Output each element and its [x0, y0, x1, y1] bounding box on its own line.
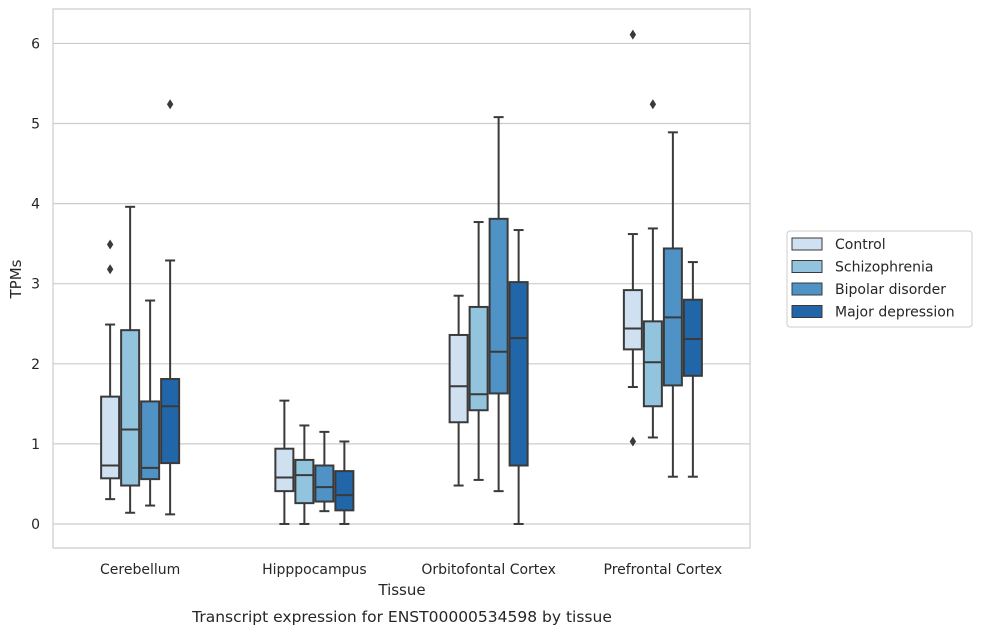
box-control: [100, 239, 121, 501]
box-control: [274, 399, 295, 525]
y-tick-label: 6: [31, 36, 40, 52]
legend-swatch: [791, 282, 823, 296]
box-bipolar-disorder: [140, 299, 161, 507]
legend-label: Control: [835, 237, 886, 253]
y-axis-title: TPMs: [7, 259, 25, 299]
outlier-point: [166, 99, 174, 110]
x-tick-label: Orbitofontal Cortex: [421, 562, 556, 578]
box-schizophrenia: [294, 424, 315, 525]
legend-swatch: [791, 260, 823, 273]
outlier-point: [106, 264, 114, 275]
box-iqr: [622, 289, 643, 351]
box-iqr: [294, 458, 315, 505]
y-axis-ticks: 0 1 2 3 4 5 6: [31, 36, 40, 533]
legend-swatch: [791, 305, 823, 318]
x-tick-label: Cerebellum: [100, 562, 180, 578]
y-tick-label: 2: [31, 357, 40, 373]
box-iqr: [120, 329, 141, 487]
box-schizophrenia: [642, 99, 663, 439]
x-axis-title: Tissue: [377, 581, 425, 599]
legend-label: Bipolar disorder: [835, 282, 946, 298]
legend-frame: [786, 230, 973, 328]
outlier-point: [106, 239, 114, 250]
y-tick-label: 3: [31, 277, 40, 293]
plot-area: [52, 8, 751, 549]
box-major-depression: [682, 261, 703, 478]
y-tick-label: 5: [31, 117, 40, 133]
legend-label: Major depression: [835, 305, 955, 321]
outlier-point: [629, 436, 637, 447]
x-tick-label: Hipppocampus: [262, 562, 367, 578]
box-schizophrenia: [468, 221, 489, 481]
box-control: [448, 294, 469, 487]
x-axis-ticks: Cerebellum Hipppocampus Orbitofontal Corte…: [100, 562, 722, 578]
box-schizophrenia: [120, 205, 141, 514]
box-iqr: [274, 447, 295, 493]
legend-swatch: [791, 237, 823, 251]
legend-label: Schizophrenia: [835, 260, 933, 276]
box-iqr: [448, 333, 469, 424]
box-bipolar-disorder: [488, 116, 509, 493]
box-iqr: [314, 464, 335, 503]
box-bipolar-disorder: [662, 131, 683, 478]
chart-caption: Transcript expression for ENST0000053459…: [191, 608, 612, 626]
outlier-point: [649, 99, 657, 110]
y-tick-label: 0: [31, 517, 40, 533]
y-tick-label: 4: [31, 197, 40, 213]
box-major-depression: [508, 229, 529, 525]
boxes: [100, 29, 703, 525]
y-tick-label: 1: [31, 437, 40, 453]
outlier-point: [629, 29, 637, 40]
box-iqr: [160, 378, 181, 465]
box-iqr: [100, 395, 121, 480]
box-iqr: [468, 305, 489, 412]
box-iqr: [642, 320, 663, 408]
box-iqr: [140, 400, 161, 481]
x-tick-label: Prefrontal Cortex: [604, 562, 723, 578]
box-major-depression: [160, 99, 181, 516]
box-control: [622, 29, 643, 447]
legend: Control Schizophrenia Bipolar disorder Majo…: [786, 230, 973, 328]
box-major-depression: [334, 440, 355, 525]
box-iqr: [334, 470, 355, 512]
legend-items: Control Schizophrenia Bipolar disorder Majo…: [791, 237, 955, 321]
box-iqr: [682, 298, 703, 377]
box-iqr: [508, 281, 529, 467]
box-bipolar-disorder: [314, 430, 335, 513]
box-iqr: [488, 217, 509, 395]
